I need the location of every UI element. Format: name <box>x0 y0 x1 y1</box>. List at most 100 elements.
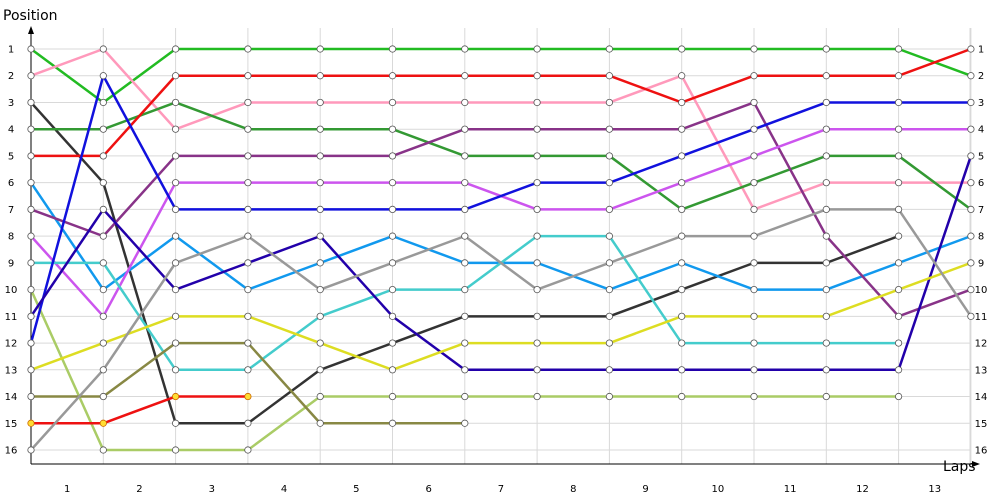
data-point <box>99 232 107 240</box>
data-point <box>678 72 686 80</box>
data-point <box>894 45 903 53</box>
data-point <box>967 125 975 133</box>
data-point <box>967 45 975 53</box>
data-point <box>388 98 397 107</box>
data-point <box>533 285 541 294</box>
y-tick-label-left: 14 <box>5 392 18 403</box>
data-point <box>99 366 107 374</box>
data-point <box>244 259 252 267</box>
data-point <box>244 179 252 187</box>
data-point <box>533 125 541 133</box>
data-point <box>244 152 252 160</box>
data-point <box>316 285 324 294</box>
series-2 <box>27 45 975 213</box>
y-tick-label-left: 5 <box>8 151 14 162</box>
data-point <box>678 259 686 267</box>
data-point <box>967 312 975 320</box>
y-tick-label-right: 13 <box>975 365 988 376</box>
y-tick-label-left: 2 <box>8 71 14 82</box>
data-point <box>533 312 541 320</box>
y-axis-title: Position <box>3 8 58 24</box>
data-point <box>461 259 469 267</box>
data-point <box>605 205 614 213</box>
data-point <box>605 312 614 320</box>
data-point <box>894 152 903 160</box>
data-point <box>967 72 975 80</box>
data-point <box>172 98 180 107</box>
data-point <box>388 152 397 160</box>
data-point <box>605 285 614 294</box>
data-point <box>461 232 469 240</box>
data-point <box>244 72 252 80</box>
data-point <box>99 285 107 294</box>
data-point <box>388 45 397 53</box>
data-point <box>244 392 252 401</box>
y-tick-label-right: 12 <box>975 339 988 350</box>
data-point <box>388 125 397 133</box>
data-point <box>99 98 107 107</box>
y-tick-label-left: 3 <box>8 98 14 109</box>
data-point <box>533 205 541 213</box>
data-point <box>172 125 180 133</box>
data-point <box>172 152 180 160</box>
x-tick-label: 7 <box>498 484 504 495</box>
data-point <box>967 98 975 107</box>
y-tick-label-right: 16 <box>975 446 988 457</box>
data-point <box>316 179 324 187</box>
x-tick-label: 3 <box>209 484 215 495</box>
data-point <box>27 125 35 133</box>
series-13 <box>27 259 975 374</box>
series-line <box>31 47 972 158</box>
data-point <box>461 72 469 80</box>
data-point <box>461 205 469 213</box>
data-point <box>244 45 252 53</box>
data-point <box>750 366 758 374</box>
x-tick-label: 1 <box>64 484 70 495</box>
data-point <box>750 98 758 107</box>
series-line <box>30 47 971 211</box>
data-point <box>27 259 35 267</box>
x-tick-label: 9 <box>642 484 648 495</box>
data-point <box>750 152 758 160</box>
data-point <box>388 232 397 240</box>
data-point <box>894 366 903 374</box>
data-point <box>316 152 324 160</box>
x-tick-label: 5 <box>353 484 359 495</box>
data-point <box>822 98 830 107</box>
data-point <box>27 45 35 53</box>
data-point <box>461 179 469 187</box>
data-point <box>99 125 107 133</box>
data-point <box>172 419 180 427</box>
x-tick-label: 6 <box>425 484 431 495</box>
y-axis-arrow <box>28 26 34 34</box>
data-point <box>27 419 35 427</box>
data-point <box>822 312 830 320</box>
data-point <box>388 339 397 347</box>
data-point <box>894 285 903 294</box>
series-line <box>31 101 972 211</box>
data-point <box>822 125 830 133</box>
y-tick-label-left: 16 <box>5 446 18 457</box>
y-tick-label-left: 15 <box>5 419 18 430</box>
x-tick-label: 8 <box>570 484 576 495</box>
data-point <box>894 98 903 107</box>
data-point <box>388 72 397 80</box>
data-point <box>461 45 469 53</box>
data-point <box>461 285 469 294</box>
data-point <box>99 152 107 160</box>
data-point <box>822 179 830 187</box>
y-tick-label-left: 13 <box>5 365 18 376</box>
data-point <box>461 152 469 160</box>
data-point <box>172 339 180 347</box>
data-point <box>172 45 180 53</box>
data-point <box>678 285 686 294</box>
x-tick-label: 2 <box>136 484 142 495</box>
series-12 <box>27 152 975 374</box>
data-point <box>388 205 397 213</box>
y-tick-label-right: 2 <box>978 71 984 82</box>
data-point <box>99 179 107 187</box>
y-tick-label-left: 1 <box>8 45 14 56</box>
series-line <box>30 208 972 451</box>
data-point <box>678 45 686 53</box>
data-point <box>27 179 35 187</box>
